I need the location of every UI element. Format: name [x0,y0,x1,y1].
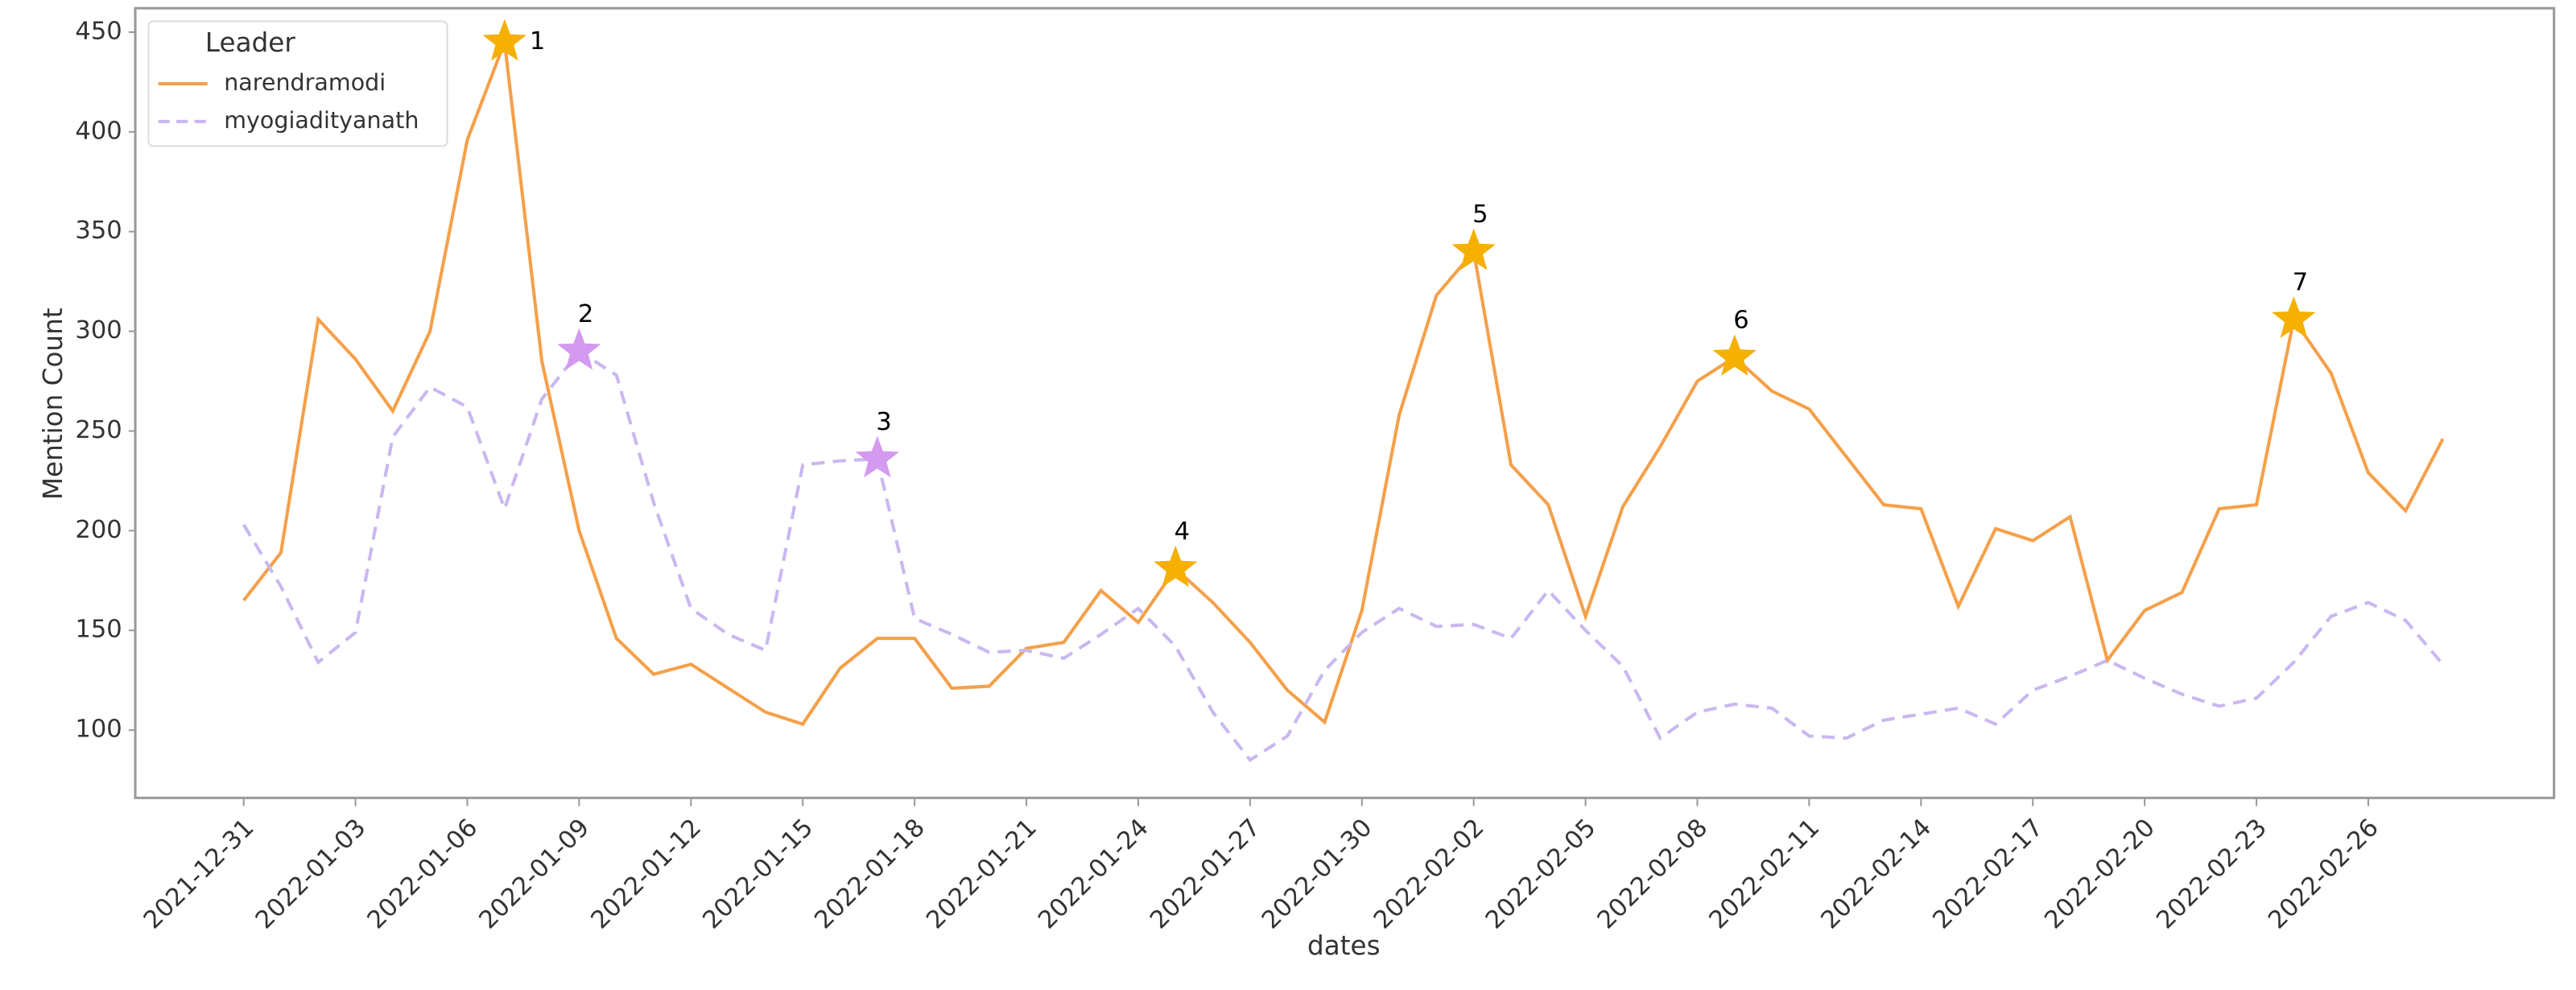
plot-frame [134,6,2556,799]
series-line [242,349,2445,762]
annotation-star [1712,334,1757,376]
annotation-star [855,435,900,478]
x-tick-label: 2022-01-30 [1257,814,1377,934]
annotation-label: 6 [1733,306,1748,334]
annotation-star [2272,296,2316,338]
x-tick-label: 2022-01-09 [474,814,595,934]
legend-box [147,20,448,147]
x-tick-label: 2022-01-03 [250,814,371,934]
x-tick-label: 2022-02-17 [1928,814,2049,934]
annotation-star [557,328,601,370]
x-tick-label: 2022-02-11 [1704,814,1825,934]
x-tick-label: 2022-02-14 [1816,814,1937,934]
annotation-star [1451,228,1496,270]
legend-label: myogiadityanath [224,106,419,134]
annotation-label: 4 [1174,518,1190,546]
x-tick-label: 2022-01-12 [586,814,707,934]
x-axis-label: dates [1307,930,1381,961]
x-tick-label: 2022-02-23 [2151,814,2272,934]
series-line [242,41,2445,727]
annotation-label: 1 [530,27,545,56]
y-tick-label: 300 [75,316,122,344]
y-tick-label: 150 [75,616,122,644]
x-tick-label: 2022-02-05 [1480,814,1601,934]
x-tick-label: 2022-02-20 [2040,814,2161,934]
x-tick-label: 2022-01-15 [698,814,819,934]
x-tick-label: 2022-02-08 [1592,814,1713,934]
x-tick-label: 2022-01-06 [362,814,483,934]
annotation-label: 5 [1472,200,1488,229]
y-tick-label: 250 [75,416,122,444]
annotation-label: 3 [876,408,891,436]
x-tick-label: 2022-01-21 [921,814,1042,934]
x-tick-label: 2022-01-24 [1033,814,1154,934]
legend-label: narendramodi [224,68,386,96]
x-tick-label: 2022-01-18 [810,814,931,934]
x-tick-label: 2022-02-02 [1368,814,1489,934]
y-tick-label: 350 [75,217,122,245]
x-tick-label: 2021-12-31 [138,814,259,934]
y-tick-label: 400 [75,117,122,145]
annotation-star [1154,545,1198,588]
annotation-star [482,19,526,61]
legend-title: Leader [205,27,295,58]
annotation-label: 7 [2293,268,2308,296]
y-axis-label: Mention Count [38,307,68,500]
y-tick-label: 450 [75,17,122,45]
x-tick-label: 2022-02-26 [2263,814,2384,934]
y-tick-label: 100 [75,716,122,744]
annotation-label: 2 [578,300,593,328]
x-tick-label: 2022-01-27 [1145,814,1265,934]
y-tick-label: 200 [75,516,122,544]
